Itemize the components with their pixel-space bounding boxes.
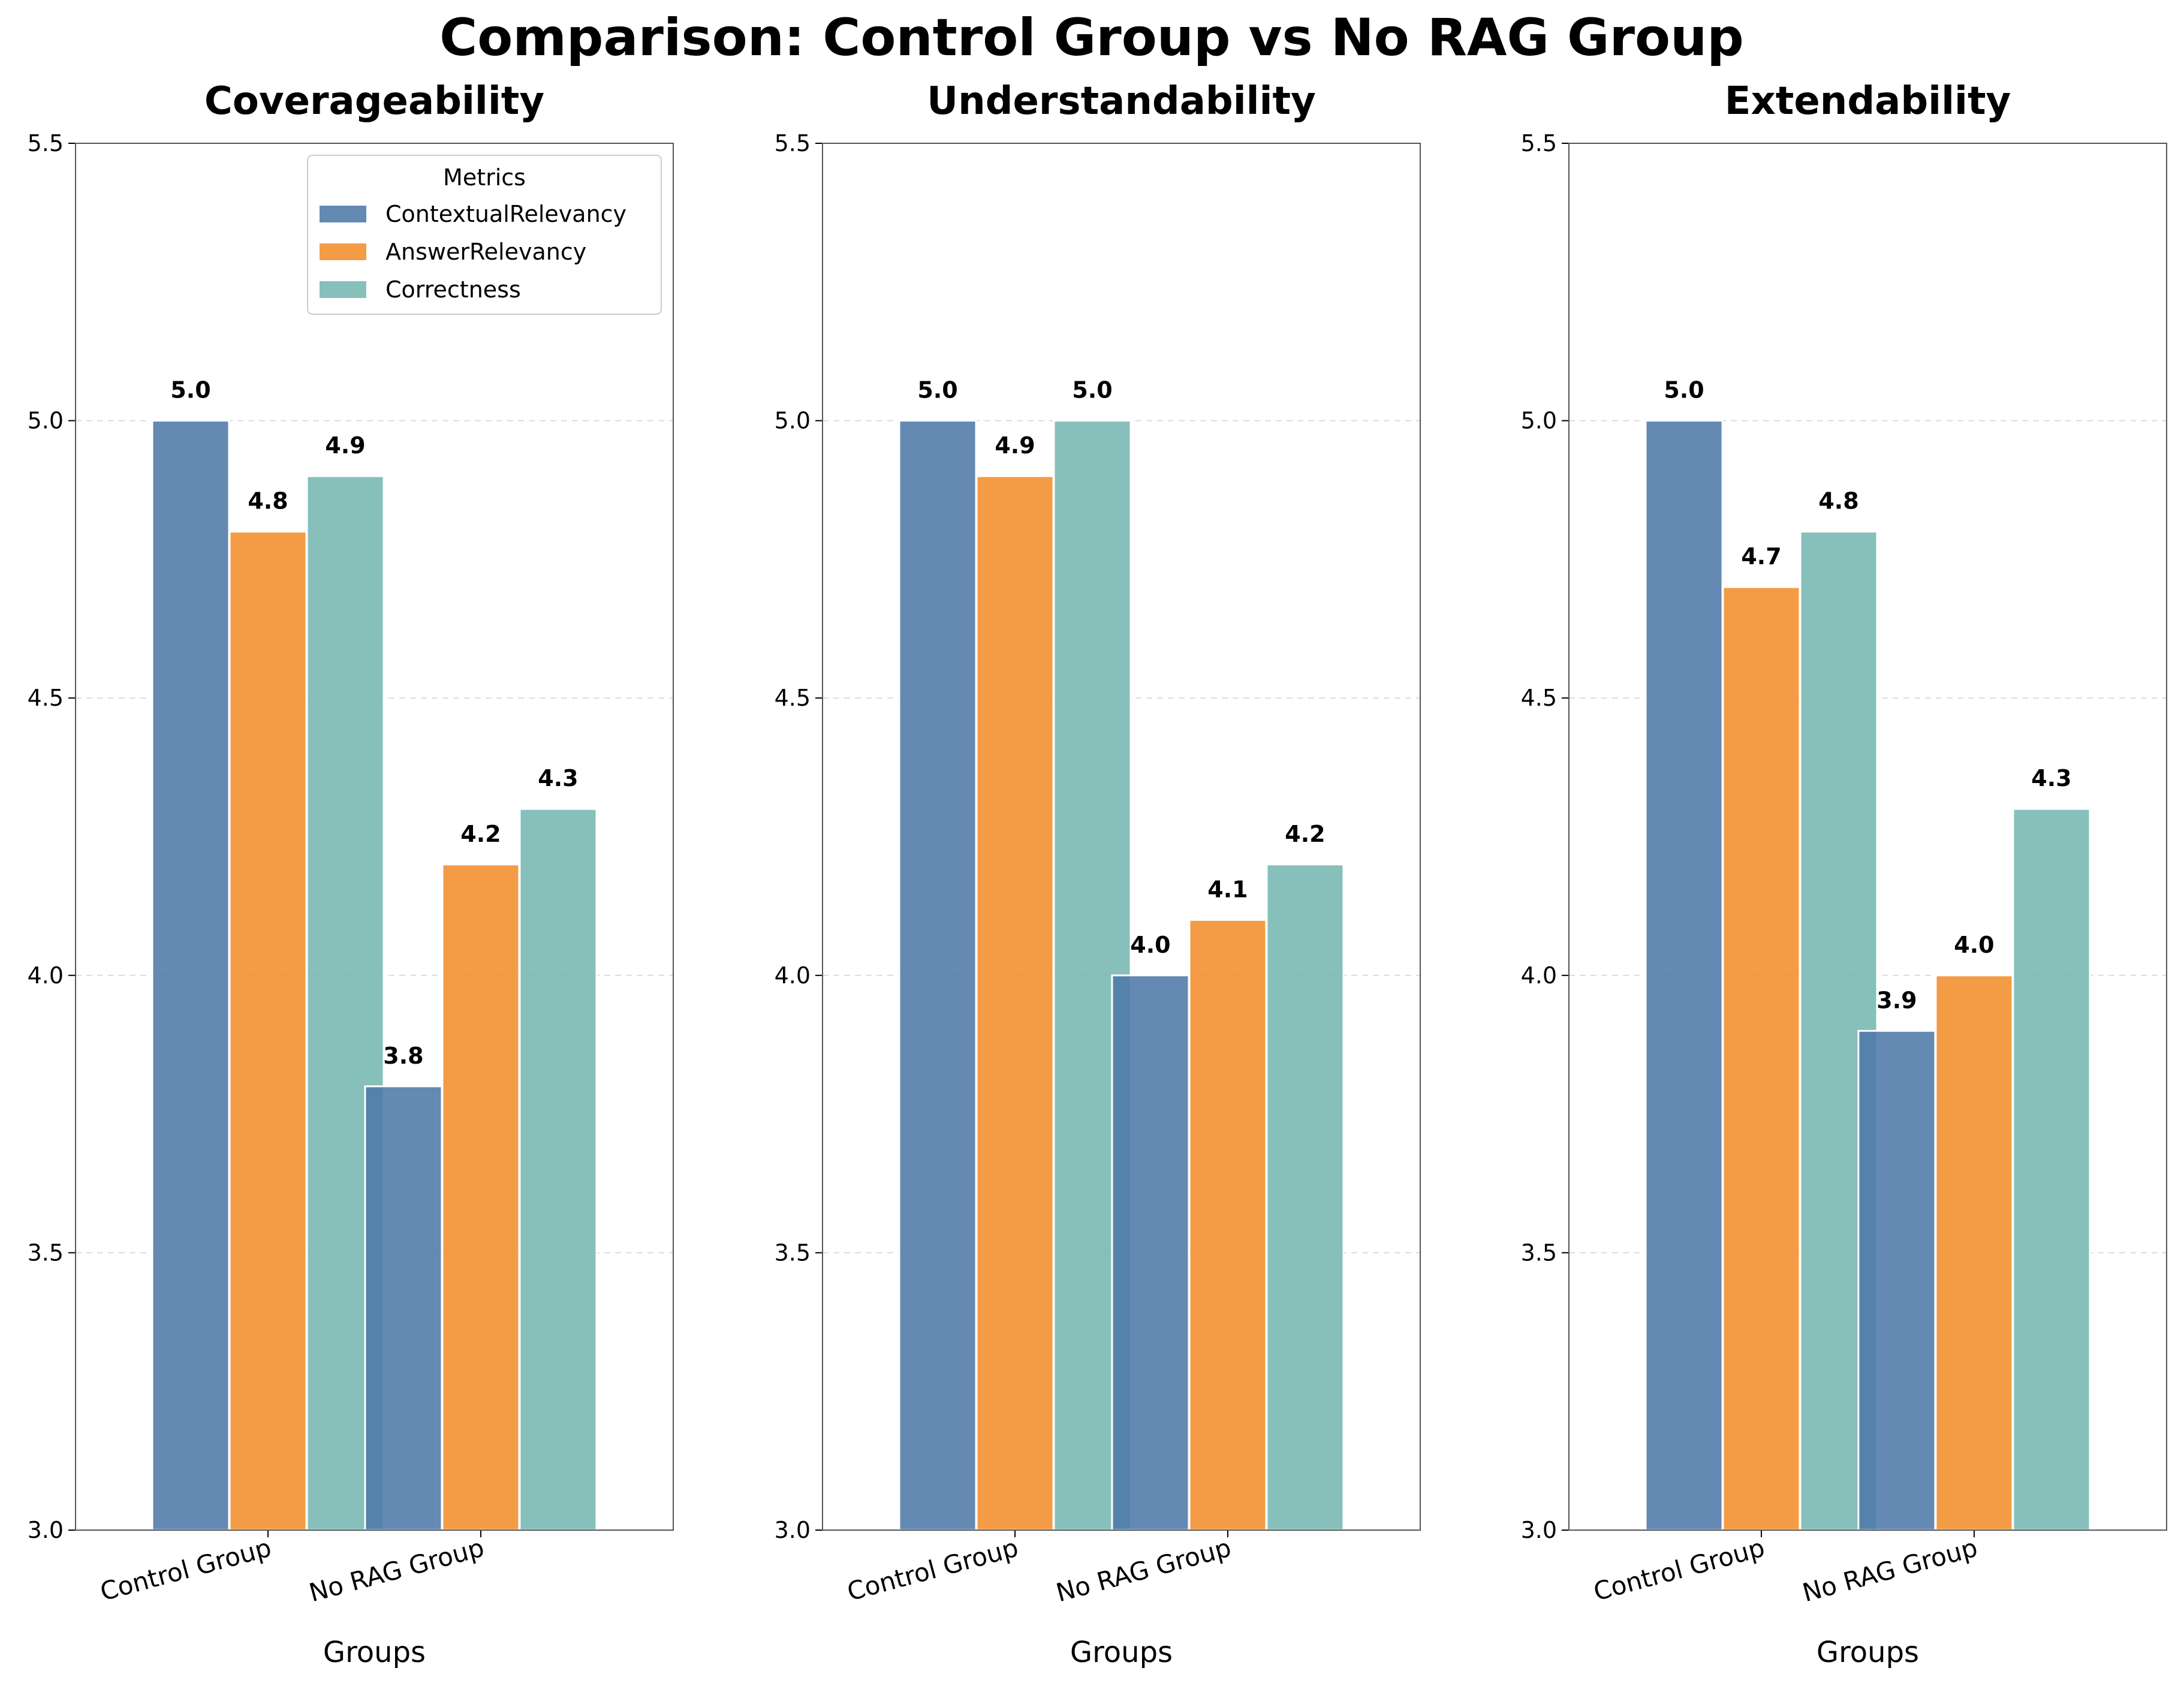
bar-contextualrelevancy-no-rag-group: [1857, 1029, 1936, 1531]
value-label: 4.7: [1741, 543, 1781, 570]
panel-title: Understandability: [927, 79, 1316, 124]
legend-swatch-correctness: [320, 281, 366, 298]
value-label: 4.8: [1818, 488, 1858, 514]
value-label: 5.0: [1072, 377, 1112, 404]
y-tick-label: 5.0: [28, 408, 64, 434]
y-tick-label: 4.5: [28, 685, 64, 711]
axes-frame: [1568, 143, 2167, 1531]
value-label: 4.1: [1207, 876, 1248, 902]
y-tick-label: 4.0: [775, 962, 811, 989]
y-tick-label: 4.0: [28, 962, 64, 989]
bar-correctness-no-rag-group: [1266, 863, 1345, 1531]
y-tick-label: 4.5: [775, 685, 811, 711]
legend-entry-answerrelevancy: AnswerRelevancy: [385, 239, 586, 265]
legend-entry-correctness: Correctness: [385, 276, 521, 303]
bar-correctness-no-rag-group: [2012, 808, 2091, 1531]
value-label: 4.9: [325, 432, 365, 459]
bar-answerrelevancy-control-group: [1722, 586, 1801, 1531]
value-label: 3.9: [1876, 987, 1917, 1013]
legend-title: Metrics: [443, 164, 526, 191]
value-label: 5.0: [917, 377, 957, 404]
bar-contextualrelevancy-no-rag-group: [1111, 974, 1190, 1531]
value-label: 4.0: [1130, 932, 1170, 958]
bar-answerrelevancy-control-group: [975, 475, 1055, 1531]
value-label: 4.3: [538, 765, 578, 791]
bar-correctness-no-rag-group: [519, 808, 598, 1531]
legend-swatch-contextualrelevancy: [320, 206, 366, 222]
value-label: 5.0: [170, 377, 210, 404]
y-tick-label: 5.5: [28, 130, 64, 156]
y-tick-label: 3.0: [28, 1517, 64, 1543]
legend: Metrics ContextualRelevancy AnswerRelevanc…: [307, 155, 662, 315]
bar-answerrelevancy-control-group: [228, 531, 308, 1531]
value-label: 4.2: [460, 821, 501, 847]
y-tick-label: 3.5: [1521, 1239, 1557, 1266]
value-label: 4.8: [248, 488, 288, 514]
value-label: 4.2: [1285, 821, 1325, 847]
legend-box: [307, 155, 662, 315]
y-tick-label: 3.5: [775, 1239, 811, 1266]
bar-answerrelevancy-no-rag-group: [441, 863, 520, 1531]
y-tick-label: 5.5: [775, 130, 811, 156]
y-tick-label: 4.0: [1521, 962, 1557, 989]
panel-title: Coverageability: [204, 79, 544, 124]
bar-contextualrelevancy-no-rag-group: [364, 1085, 443, 1531]
axes-frame: [75, 143, 674, 1531]
bar-contextualrelevancy-control-group: [1644, 420, 1724, 1531]
y-tick-label: 5.0: [1521, 408, 1557, 434]
bar-answerrelevancy-no-rag-group: [1188, 919, 1267, 1531]
legend-swatch-answerrelevancy: [320, 243, 366, 260]
y-tick-label: 3.0: [775, 1517, 811, 1543]
panel-title: Extendability: [1725, 79, 2011, 124]
value-label: 4.9: [995, 432, 1035, 459]
bar-contextualrelevancy-control-group: [151, 420, 230, 1531]
y-tick-label: 3.5: [28, 1239, 64, 1266]
value-label: 4.0: [1954, 932, 1994, 958]
figure-title: Comparison: Control Group vs No RAG Grou…: [439, 8, 1744, 68]
bar-answerrelevancy-no-rag-group: [1935, 974, 2014, 1531]
axes-frame: [822, 143, 1421, 1531]
x-axis-label: Groups: [1817, 1636, 1919, 1669]
value-label: 5.0: [1664, 377, 1704, 404]
value-label: 4.3: [2031, 765, 2071, 791]
value-label: 3.8: [383, 1043, 423, 1069]
x-axis-label: Groups: [1070, 1636, 1173, 1669]
y-tick-label: 5.5: [1521, 130, 1557, 156]
y-tick-label: 4.5: [1521, 685, 1557, 711]
x-axis-label: Groups: [323, 1636, 426, 1669]
y-tick-label: 5.0: [775, 408, 811, 434]
legend-entry-contextualrelevancy: ContextualRelevancy: [385, 201, 626, 227]
bar-contextualrelevancy-control-group: [898, 420, 977, 1531]
y-tick-label: 3.0: [1521, 1517, 1557, 1543]
